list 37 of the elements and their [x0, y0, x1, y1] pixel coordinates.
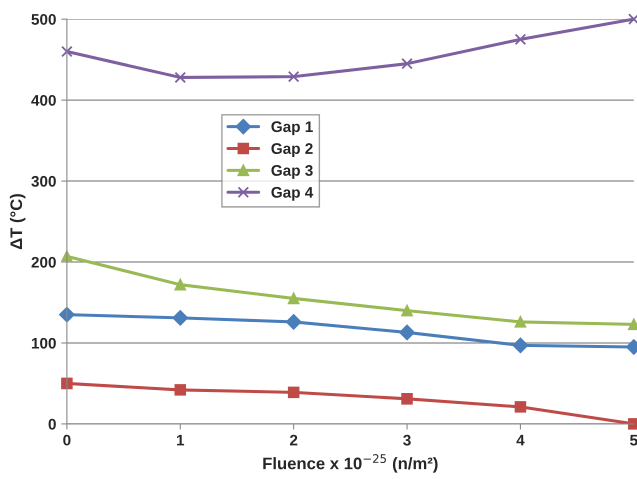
- point: [401, 58, 413, 70]
- point: [174, 72, 186, 84]
- point: [174, 278, 186, 290]
- x-tick-label: 1: [176, 434, 184, 446]
- y-tick-label: 100: [32, 338, 56, 349]
- point: [59, 306, 75, 322]
- legend-label: Gap 1: [271, 121, 313, 136]
- point: [288, 292, 300, 304]
- point: [399, 324, 415, 340]
- y-tick-label: 0: [48, 418, 56, 430]
- y-tick-label: 400: [31, 94, 56, 106]
- point: [174, 384, 186, 396]
- y-axis-title: ΔT (°C): [10, 194, 26, 250]
- point: [172, 310, 188, 326]
- x-axis-title: Fluence x 10$^{−25}$ (n/m²): [263, 454, 438, 473]
- point: [288, 386, 300, 398]
- point: [401, 393, 413, 405]
- legend-label: Gap 4: [271, 186, 314, 201]
- point: [401, 304, 413, 316]
- point: [61, 378, 73, 390]
- point: [61, 250, 73, 262]
- point: [512, 338, 528, 354]
- point: [514, 34, 526, 46]
- y-tick-label: 500: [31, 14, 56, 25]
- point: [61, 46, 73, 58]
- point: [514, 401, 526, 413]
- x-tick-label: 0: [63, 434, 71, 446]
- x-tick-label: 3: [403, 434, 411, 446]
- y-tick-label: 300: [31, 176, 56, 187]
- point: [514, 316, 526, 328]
- legend-label: Gap 3: [271, 165, 313, 179]
- legend-label: Gap 2: [271, 143, 313, 158]
- y-tick-label: 200: [32, 256, 56, 268]
- x-tick-label: 2: [290, 434, 298, 446]
- point: [286, 314, 302, 330]
- point: [288, 70, 300, 82]
- x-tick-label: 4: [516, 434, 525, 446]
